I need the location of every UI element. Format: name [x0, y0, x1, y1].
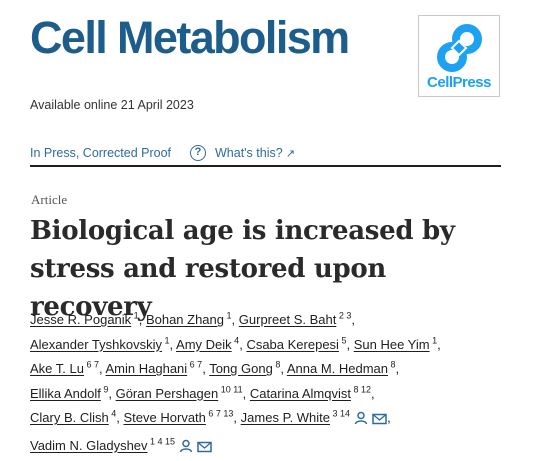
author-entry: Ellika Andolf 9,: [30, 384, 112, 401]
article-status-bar: In Press, Corrected Proof ? What's this?…: [30, 145, 501, 167]
affiliation-marker[interactable]: 1: [162, 335, 170, 346]
author-name[interactable]: Ake T. Lu: [30, 361, 84, 376]
author-entry: Amy Deik 4,: [176, 335, 243, 352]
affiliation-marker[interactable]: 1 4 15: [147, 436, 176, 447]
person-icon[interactable]: [179, 437, 193, 461]
cellpress-wordmark: CellPress: [427, 74, 491, 91]
affiliation-marker[interactable]: 8 12: [350, 384, 372, 395]
author-entry: Catarina Almqvist 8 12,: [249, 384, 375, 401]
author-entry: Ake T. Lu 6 7,: [30, 359, 103, 376]
affiliation-marker[interactable]: 1: [429, 335, 438, 346]
author-name[interactable]: Amy Deik: [176, 336, 232, 352]
author-separator: ,: [371, 385, 375, 401]
author-separator: ,: [233, 410, 238, 425]
author-entry: Göran Pershagen 10 11,: [115, 384, 247, 401]
author-entry: Jesse R. Poganik 1,: [30, 310, 143, 327]
help-icon[interactable]: ?: [190, 145, 206, 161]
email-icon[interactable]: [197, 437, 212, 461]
author-separator: ,: [346, 336, 351, 352]
author-name[interactable]: Ellika Andolf: [30, 385, 101, 401]
author-entry: Anna M. Hedman 8,: [286, 359, 400, 376]
author-entry: Tong Gong 8,: [209, 359, 284, 376]
author-separator: ,: [351, 312, 355, 327]
affiliation-marker[interactable]: 9: [100, 384, 109, 395]
whats-this-link[interactable]: What's this? ↗: [215, 146, 295, 160]
author-name[interactable]: Sun Hee Yim: [353, 336, 430, 352]
author-name[interactable]: Steve Horvath: [123, 410, 206, 425]
author-separator: ,: [387, 410, 391, 425]
in-press-link[interactable]: In Press, Corrected Proof: [30, 146, 172, 160]
cellpress-logo[interactable]: CellPress: [418, 15, 500, 97]
author-separator: ,: [239, 336, 243, 352]
author-entry: Clary B. Clish 4,: [30, 408, 120, 425]
author-entry: Vadim N. Gladyshev 1 4 15: [30, 436, 212, 453]
journal-logo[interactable]: Cell Metabolism: [30, 12, 350, 63]
author-separator: ,: [169, 336, 174, 352]
author-separator: ,: [202, 361, 206, 376]
affiliation-marker[interactable]: 3 14: [330, 408, 351, 419]
email-icon[interactable]: [372, 409, 387, 434]
author-name[interactable]: Gurpreet S. Baht: [238, 312, 337, 327]
author-entry: Bohan Zhang 1,: [145, 310, 236, 327]
author-entry: Alexander Tyshkovskiy 1,: [30, 335, 174, 352]
affiliation-marker[interactable]: 4: [231, 335, 240, 346]
author-separator: ,: [98, 361, 103, 376]
affiliation-marker[interactable]: 6 7 13: [205, 408, 234, 419]
author-separator: ,: [437, 336, 441, 352]
author-name[interactable]: Amin Haghani: [105, 361, 188, 376]
author-name[interactable]: Bohan Zhang: [145, 312, 225, 327]
article-type: Article: [31, 192, 68, 207]
cellpress-mark-icon: [437, 24, 482, 72]
available-online-date: Available online 21 April 2023: [30, 98, 194, 112]
author-name[interactable]: Göran Pershagen: [115, 385, 219, 401]
author-entry: James P. White 3 14,: [240, 408, 391, 425]
affiliation-marker[interactable]: 4: [108, 408, 117, 419]
author-separator: ,: [395, 361, 400, 376]
author-name[interactable]: Vadim N. Gladyshev: [30, 437, 148, 453]
author-name[interactable]: Alexander Tyshkovskiy: [30, 336, 162, 352]
affiliation-marker[interactable]: 8: [388, 359, 396, 370]
whats-this-label: What's this?: [215, 146, 283, 160]
author-separator: ,: [116, 410, 120, 425]
author-entry: Sun Hee Yim 1,: [353, 335, 441, 352]
author-name[interactable]: Anna M. Hedman: [286, 361, 389, 376]
affiliation-marker[interactable]: 6 7: [187, 359, 203, 370]
author-separator: ,: [242, 385, 247, 401]
author-list: Jesse R. Poganik 1, Bohan Zhang 1, Gurpr…: [30, 308, 530, 461]
author-name[interactable]: Tong Gong: [209, 361, 273, 376]
affiliation-marker[interactable]: 10 11: [218, 384, 243, 395]
author-name[interactable]: James P. White: [240, 410, 331, 425]
article-title: Biological age is increased by stress an…: [30, 216, 455, 322]
author-separator: ,: [280, 361, 284, 376]
author-separator: ,: [231, 312, 236, 327]
author-entry: Csaba Kerepesi 5,: [246, 335, 351, 352]
affiliation-marker[interactable]: 8: [272, 359, 281, 370]
author-separator: ,: [138, 312, 143, 327]
author-entry: Steve Horvath 6 7 13,: [123, 408, 238, 425]
author-name[interactable]: Jesse R. Poganik: [30, 312, 132, 327]
author-name[interactable]: Csaba Kerepesi: [246, 336, 339, 352]
affiliation-marker[interactable]: 1: [131, 310, 139, 321]
author-entry: Gurpreet S. Baht 2 3,: [238, 310, 355, 327]
author-separator: ,: [108, 385, 112, 401]
person-icon[interactable]: [354, 409, 368, 434]
author-entry: Amin Haghani 6 7,: [105, 359, 206, 376]
affiliation-marker[interactable]: 5: [338, 335, 347, 346]
affiliation-marker[interactable]: 1: [224, 310, 232, 321]
author-name[interactable]: Clary B. Clish: [30, 410, 109, 425]
author-name[interactable]: Catarina Almqvist: [249, 385, 351, 401]
external-link-icon: ↗: [285, 148, 295, 160]
affiliation-marker[interactable]: 2 3: [336, 310, 352, 321]
affiliation-marker[interactable]: 6 7: [83, 359, 99, 370]
